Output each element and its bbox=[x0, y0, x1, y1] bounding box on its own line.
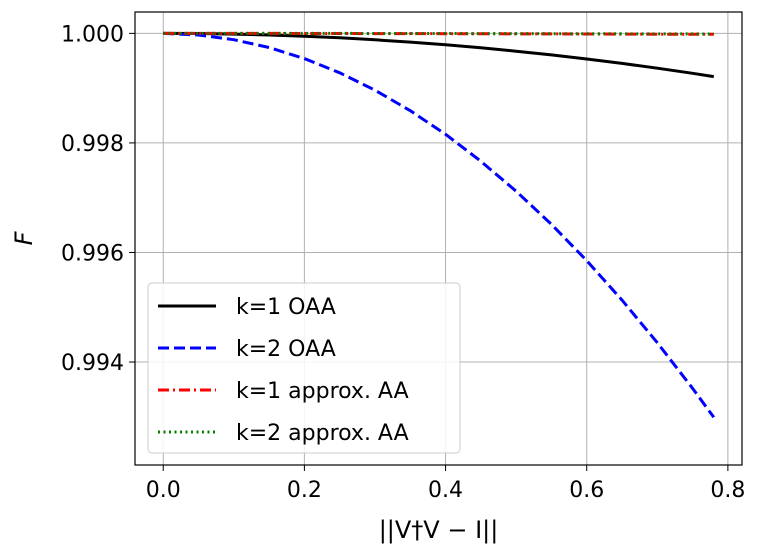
legend-label: k=2 approx. AA bbox=[236, 421, 409, 446]
legend-label: k=1 OAA bbox=[236, 295, 336, 320]
y-tick-label: 0.998 bbox=[61, 132, 124, 157]
legend-box bbox=[147, 282, 461, 454]
series-group bbox=[163, 31, 716, 419]
y-tick-label: 0.996 bbox=[61, 241, 124, 266]
ticks: 0.0 0.2 0.4 0.6 0.8 0.994 0.996 0.998 1.000 bbox=[61, 22, 745, 503]
x-axis-label: ||V†V − I|| bbox=[379, 516, 499, 544]
y-axis-label: F bbox=[10, 230, 38, 245]
y-tick-label: 1.000 bbox=[61, 22, 124, 47]
legend: k=1 OAA k=2 OAA k=1 approx. AA k=2 approx. … bbox=[147, 282, 461, 454]
x-tick-label: 0.8 bbox=[710, 478, 745, 503]
x-tick-label: 0.6 bbox=[569, 478, 604, 503]
x-tick-label: 0.4 bbox=[428, 478, 463, 503]
legend-label: k=1 approx. AA bbox=[236, 379, 409, 404]
series-line-2 bbox=[163, 31, 716, 419]
plot-frame bbox=[134, 11, 743, 466]
x-tick-label: 0.0 bbox=[146, 478, 181, 503]
series-line-4 bbox=[163, 31, 714, 36]
legend-label: k=2 OAA bbox=[236, 337, 336, 362]
y-tick-label: 0.994 bbox=[61, 351, 124, 376]
x-tick-label: 0.2 bbox=[287, 478, 322, 503]
series-line-1 bbox=[163, 31, 715, 79]
